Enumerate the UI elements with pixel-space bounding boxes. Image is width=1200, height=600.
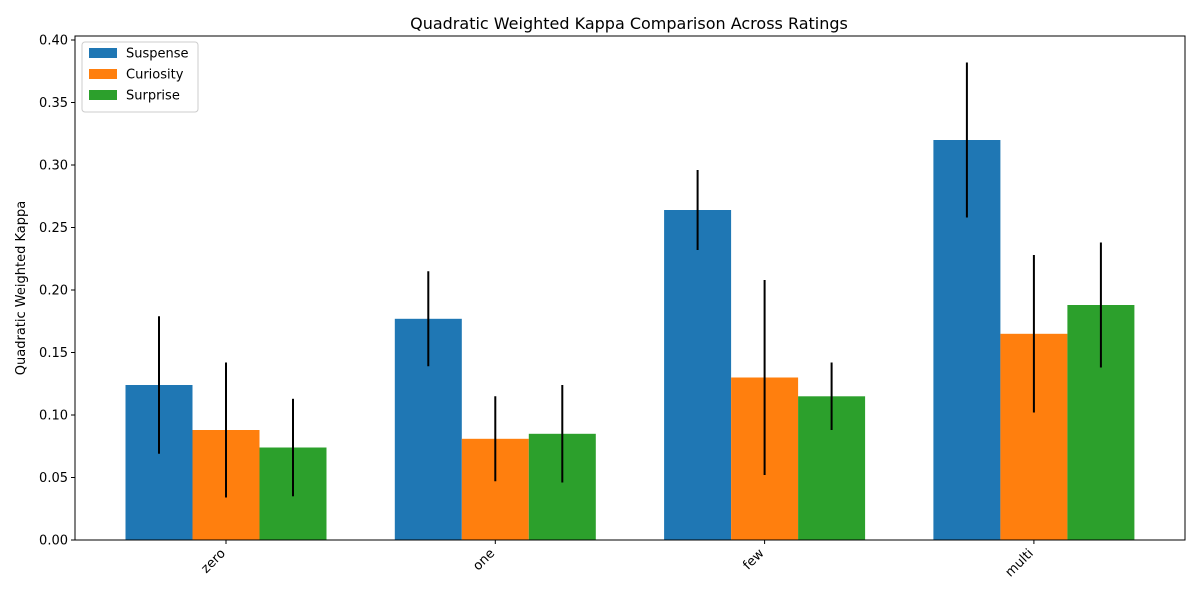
x-tick-label: multi [1003, 546, 1037, 580]
error-bars-group [158, 62, 1102, 498]
y-tick-label: 0.25 [39, 221, 68, 236]
y-tick-label: 0.20 [39, 284, 68, 299]
legend-swatch-surprise [89, 90, 117, 100]
y-axis: 0.00 0.05 0.10 0.15 0.20 0.25 0.30 0.35 0.40 [39, 34, 75, 549]
bars-group [125, 140, 1135, 541]
legend-swatch-curiosity [89, 69, 117, 79]
legend-swatch-suspense [89, 48, 117, 58]
legend-label-surprise: Surprise [126, 89, 180, 104]
y-tick-label: 0.05 [39, 471, 68, 486]
legend: Suspense Curiosity Surprise [81, 41, 199, 113]
plot-frame [74, 35, 1186, 541]
y-tick-label: 0.00 [39, 534, 68, 549]
chart-title: Quadratic Weighted Kappa Comparison Acro… [410, 14, 848, 33]
legend-label-suspense: Suspense [126, 47, 189, 62]
y-tick-label: 0.15 [39, 346, 68, 361]
y-tick-label: 0.10 [39, 409, 68, 424]
y-axis-label: Quadratic Weighted Kappa [14, 201, 29, 375]
legend-label-curiosity: Curiosity [126, 68, 184, 83]
y-tick-label: 0.40 [39, 34, 68, 49]
y-tick-label: 0.30 [39, 159, 68, 174]
y-tick-label: 0.35 [39, 96, 68, 111]
x-tick-label: few [740, 546, 767, 573]
x-tick-label: one [470, 546, 498, 574]
bar-suspense-few [664, 210, 732, 540]
x-tick-label: zero [199, 546, 229, 576]
x-axis: zero one few multi [199, 540, 1037, 580]
